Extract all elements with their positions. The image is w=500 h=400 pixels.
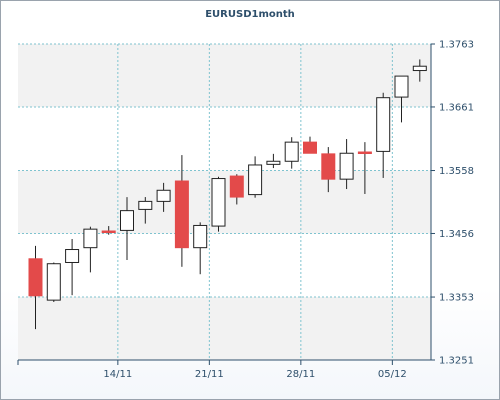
candle-body-down <box>174 180 189 249</box>
chart-title: EURUSD1month <box>205 9 295 20</box>
x-tick-label: 21/11 <box>195 369 224 380</box>
candle-body-down <box>321 153 336 180</box>
candle-body-up <box>156 189 171 202</box>
x-tick-label: 14/11 <box>103 369 132 380</box>
x-tick-label: 05/12 <box>378 369 407 380</box>
candle-body-up <box>46 263 61 301</box>
candle-body-up <box>412 65 427 72</box>
candle-body-up <box>394 75 409 98</box>
candle-body-up <box>339 152 354 180</box>
y-tick-label: 1.3353 <box>439 293 474 304</box>
candle-body-down <box>101 230 116 234</box>
plot-band <box>18 297 431 360</box>
candle-body-up <box>266 160 281 165</box>
candle-body-up <box>193 224 208 249</box>
candle-body-up <box>138 200 153 210</box>
y-tick-label: 1.3251 <box>439 356 474 367</box>
y-tick-label: 1.3661 <box>439 102 474 113</box>
candle-body-up <box>376 97 391 152</box>
plot-band <box>18 44 431 107</box>
y-tick-label: 1.3558 <box>439 166 474 177</box>
candle-body-down <box>357 151 372 155</box>
candle-body-down <box>303 141 317 154</box>
candle-body-down <box>229 175 244 198</box>
y-tick-label: 1.3456 <box>439 229 474 240</box>
candle-body-down <box>28 258 43 297</box>
candle-body-up <box>65 249 80 263</box>
y-tick-label: 1.3763 <box>439 40 474 51</box>
candle-body-up <box>211 178 226 227</box>
candle-body-up <box>120 210 134 231</box>
candle-body-up <box>83 228 98 249</box>
x-tick-label: 28/11 <box>286 369 315 380</box>
candle-body-up <box>248 164 263 196</box>
candle-body-up <box>284 141 299 162</box>
